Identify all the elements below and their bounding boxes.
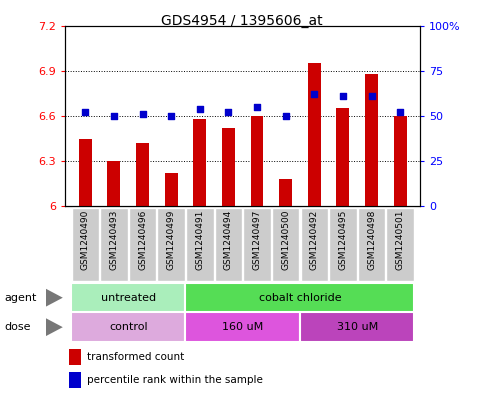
- Text: cobalt chloride: cobalt chloride: [259, 293, 341, 303]
- Text: GSM1240493: GSM1240493: [109, 209, 118, 270]
- Bar: [69, 349, 81, 365]
- Point: [139, 111, 146, 117]
- Text: transformed count: transformed count: [86, 352, 184, 362]
- Bar: [71, 283, 185, 312]
- Point: [311, 91, 318, 97]
- Bar: [79, 138, 92, 206]
- Text: GSM1240496: GSM1240496: [138, 209, 147, 270]
- Bar: [386, 208, 414, 281]
- Point: [253, 104, 261, 110]
- Bar: [136, 143, 149, 206]
- Text: untreated: untreated: [100, 293, 156, 303]
- Bar: [186, 208, 213, 281]
- Text: GSM1240492: GSM1240492: [310, 209, 319, 270]
- Text: 310 uM: 310 uM: [337, 322, 378, 332]
- Polygon shape: [46, 289, 63, 307]
- Bar: [308, 63, 321, 206]
- Bar: [337, 108, 349, 206]
- Point: [282, 113, 289, 119]
- Bar: [129, 208, 156, 281]
- Text: GSM1240494: GSM1240494: [224, 209, 233, 270]
- Text: GSM1240498: GSM1240498: [367, 209, 376, 270]
- Text: 160 uM: 160 uM: [222, 322, 263, 332]
- Point: [81, 109, 89, 116]
- Bar: [300, 208, 328, 281]
- Point: [225, 109, 232, 116]
- Bar: [279, 179, 292, 206]
- Text: GSM1240500: GSM1240500: [281, 209, 290, 270]
- Bar: [222, 128, 235, 206]
- Polygon shape: [46, 318, 63, 336]
- Text: GSM1240495: GSM1240495: [339, 209, 347, 270]
- Bar: [358, 208, 385, 281]
- Bar: [100, 208, 128, 281]
- Bar: [300, 312, 414, 342]
- Bar: [365, 74, 378, 206]
- Text: GSM1240499: GSM1240499: [167, 209, 176, 270]
- Text: GSM1240491: GSM1240491: [195, 209, 204, 270]
- Bar: [185, 312, 300, 342]
- Bar: [214, 208, 242, 281]
- Bar: [71, 312, 185, 342]
- Bar: [185, 283, 414, 312]
- Text: percentile rank within the sample: percentile rank within the sample: [86, 375, 262, 385]
- Bar: [193, 119, 206, 206]
- Bar: [329, 208, 356, 281]
- Point: [196, 106, 204, 112]
- Bar: [69, 371, 81, 388]
- Point: [110, 113, 118, 119]
- Text: GSM1240501: GSM1240501: [396, 209, 405, 270]
- Point: [339, 93, 347, 99]
- Bar: [243, 208, 271, 281]
- Text: GDS4954 / 1395606_at: GDS4954 / 1395606_at: [161, 14, 322, 28]
- Text: agent: agent: [5, 293, 37, 303]
- Bar: [157, 208, 185, 281]
- Text: control: control: [109, 322, 147, 332]
- Text: GSM1240497: GSM1240497: [253, 209, 261, 270]
- Text: GSM1240490: GSM1240490: [81, 209, 90, 270]
- Bar: [107, 161, 120, 206]
- Point: [167, 113, 175, 119]
- Bar: [165, 173, 178, 206]
- Point: [397, 109, 404, 116]
- Point: [368, 93, 375, 99]
- Text: dose: dose: [5, 322, 31, 332]
- Bar: [71, 208, 99, 281]
- Bar: [251, 116, 263, 206]
- Bar: [394, 116, 407, 206]
- Bar: [272, 208, 299, 281]
